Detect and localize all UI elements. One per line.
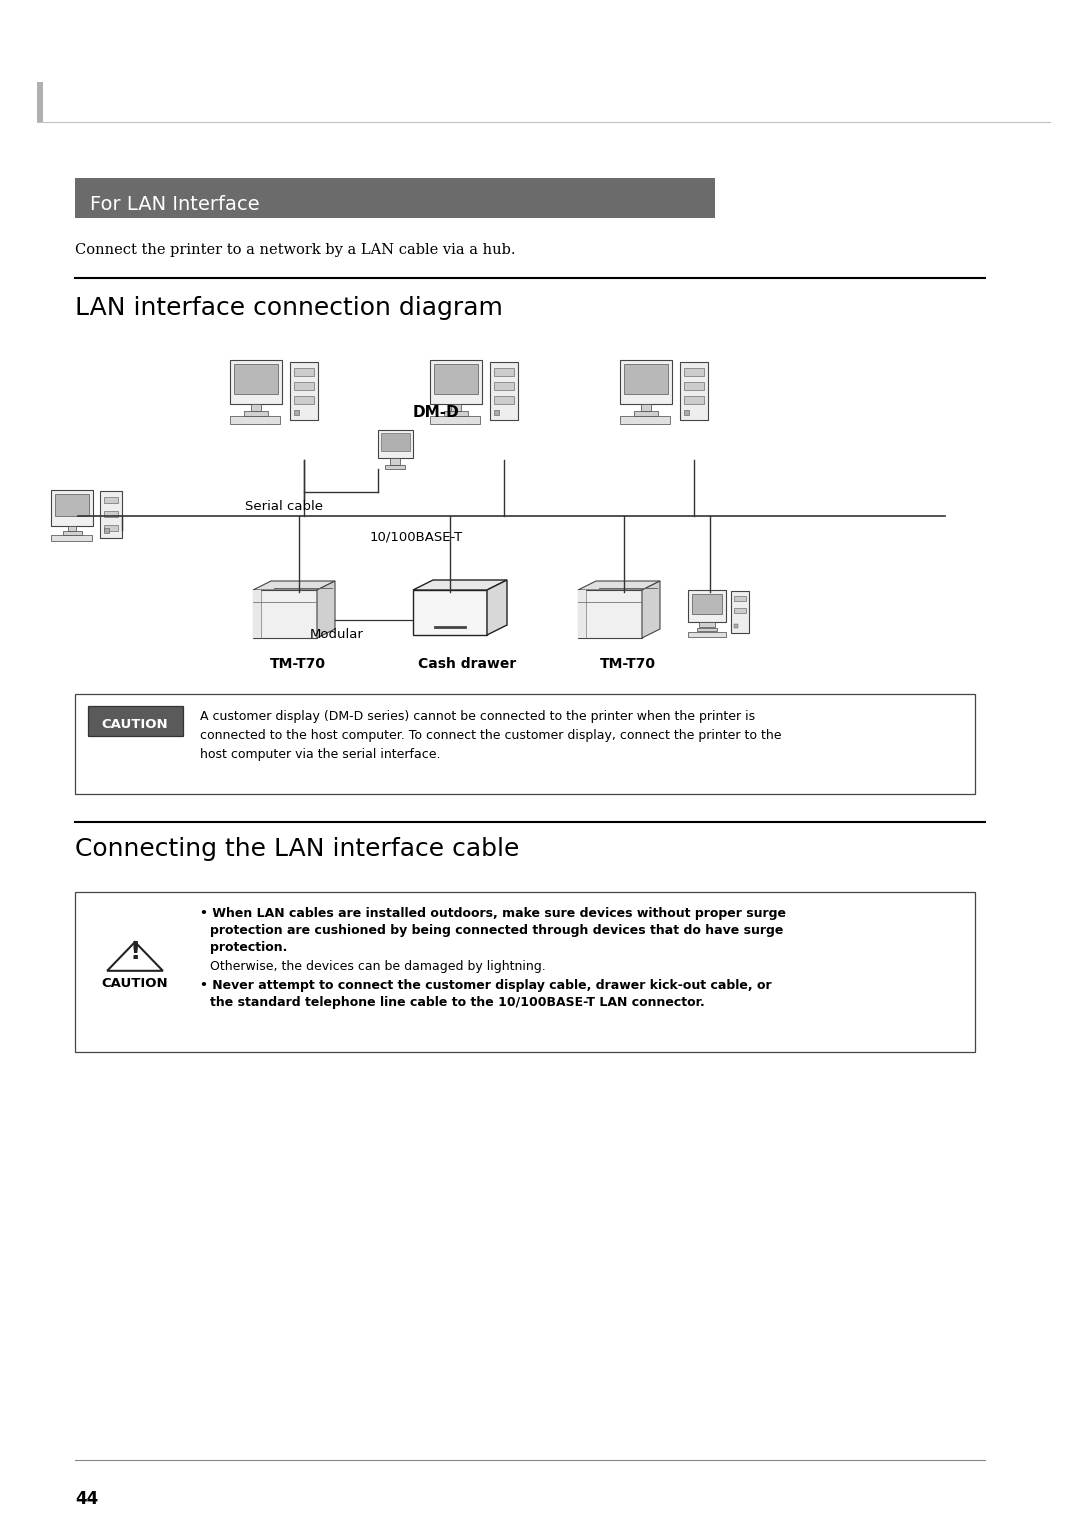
- Bar: [244, 411, 268, 415]
- Polygon shape: [642, 580, 660, 638]
- Bar: [294, 411, 299, 415]
- Bar: [384, 466, 405, 469]
- Bar: [68, 525, 76, 531]
- Bar: [381, 434, 410, 450]
- Bar: [620, 415, 670, 425]
- Polygon shape: [253, 589, 318, 638]
- Polygon shape: [487, 580, 507, 635]
- Bar: [378, 431, 413, 458]
- Bar: [490, 362, 518, 420]
- Bar: [100, 492, 122, 538]
- Bar: [642, 405, 651, 411]
- Bar: [37, 82, 43, 122]
- Text: Serial cable: Serial cable: [245, 499, 323, 513]
- Text: • Never attempt to connect the customer display cable, drawer kick-out cable, or: • Never attempt to connect the customer …: [200, 979, 771, 993]
- Text: A customer display (DM-D series) cannot be connected to the printer when the pri: A customer display (DM-D series) cannot …: [200, 710, 755, 722]
- Bar: [51, 534, 92, 541]
- Text: protection.: protection.: [210, 941, 287, 954]
- Text: TM-T70: TM-T70: [270, 657, 326, 670]
- Bar: [624, 363, 669, 394]
- Text: the standard telephone line cable to the 10/100BASE-T LAN connector.: the standard telephone line cable to the…: [210, 996, 705, 1009]
- Bar: [294, 395, 314, 405]
- Text: Connecting the LAN interface cable: Connecting the LAN interface cable: [75, 837, 519, 861]
- Polygon shape: [318, 580, 335, 638]
- Bar: [444, 411, 468, 415]
- Polygon shape: [107, 942, 163, 971]
- Polygon shape: [253, 580, 335, 589]
- Bar: [51, 490, 93, 525]
- Bar: [230, 415, 280, 425]
- Bar: [291, 362, 318, 420]
- Text: For LAN Interface: For LAN Interface: [90, 194, 259, 214]
- Bar: [684, 382, 704, 389]
- Bar: [63, 531, 82, 534]
- Bar: [494, 368, 514, 376]
- Bar: [430, 415, 480, 425]
- Bar: [430, 360, 482, 405]
- Text: host computer via the serial interface.: host computer via the serial interface.: [200, 748, 441, 760]
- Bar: [75, 179, 715, 218]
- Bar: [390, 458, 400, 466]
- Text: Modular: Modular: [310, 628, 364, 641]
- Bar: [104, 525, 118, 531]
- Bar: [294, 382, 314, 389]
- Text: Connect the printer to a network by a LAN cable via a hub.: Connect the printer to a network by a LA…: [75, 243, 515, 257]
- Bar: [688, 632, 726, 637]
- Bar: [684, 411, 689, 415]
- Bar: [734, 608, 746, 612]
- Bar: [251, 405, 261, 411]
- Text: 10/100BASE-T: 10/100BASE-T: [370, 530, 463, 544]
- Text: CAUTION: CAUTION: [102, 977, 168, 989]
- Bar: [87, 705, 183, 736]
- Bar: [680, 362, 708, 420]
- Bar: [294, 368, 314, 376]
- Bar: [253, 589, 261, 638]
- Bar: [731, 591, 750, 634]
- Bar: [55, 495, 89, 516]
- Text: Cash drawer: Cash drawer: [418, 657, 516, 670]
- Bar: [434, 363, 478, 394]
- Bar: [234, 363, 278, 394]
- Bar: [75, 892, 975, 1052]
- Text: TM-T70: TM-T70: [600, 657, 656, 670]
- Bar: [634, 411, 658, 415]
- Bar: [494, 395, 514, 405]
- Bar: [620, 360, 672, 405]
- Text: 44: 44: [75, 1490, 98, 1509]
- Text: connected to the host computer. To connect the customer display, connect the pri: connected to the host computer. To conne…: [200, 728, 782, 742]
- Text: protection are cushioned by being connected through devices that do have surge: protection are cushioned by being connec…: [210, 924, 783, 938]
- Polygon shape: [578, 589, 642, 638]
- Text: Otherwise, the devices can be damaged by lightning.: Otherwise, the devices can be damaged by…: [210, 960, 545, 973]
- Bar: [688, 589, 726, 621]
- Bar: [75, 693, 975, 794]
- Bar: [697, 628, 717, 631]
- Bar: [734, 596, 746, 602]
- Bar: [104, 512, 118, 518]
- Polygon shape: [413, 589, 487, 635]
- Bar: [494, 411, 499, 415]
- Polygon shape: [578, 580, 660, 589]
- Bar: [734, 625, 738, 628]
- Text: DM-D: DM-D: [413, 405, 460, 420]
- Bar: [104, 496, 118, 502]
- Text: CAUTION: CAUTION: [102, 718, 168, 730]
- Text: • When LAN cables are installed outdoors, make sure devices without proper surge: • When LAN cables are installed outdoors…: [200, 907, 786, 919]
- Bar: [494, 382, 514, 389]
- Bar: [230, 360, 282, 405]
- Bar: [104, 528, 109, 533]
- Bar: [451, 405, 461, 411]
- Text: !: !: [130, 939, 140, 964]
- Bar: [684, 368, 704, 376]
- Bar: [692, 594, 723, 614]
- Bar: [578, 589, 586, 638]
- Polygon shape: [413, 580, 507, 589]
- Text: LAN interface connection diagram: LAN interface connection diagram: [75, 296, 503, 321]
- Bar: [684, 395, 704, 405]
- Bar: [699, 621, 715, 628]
